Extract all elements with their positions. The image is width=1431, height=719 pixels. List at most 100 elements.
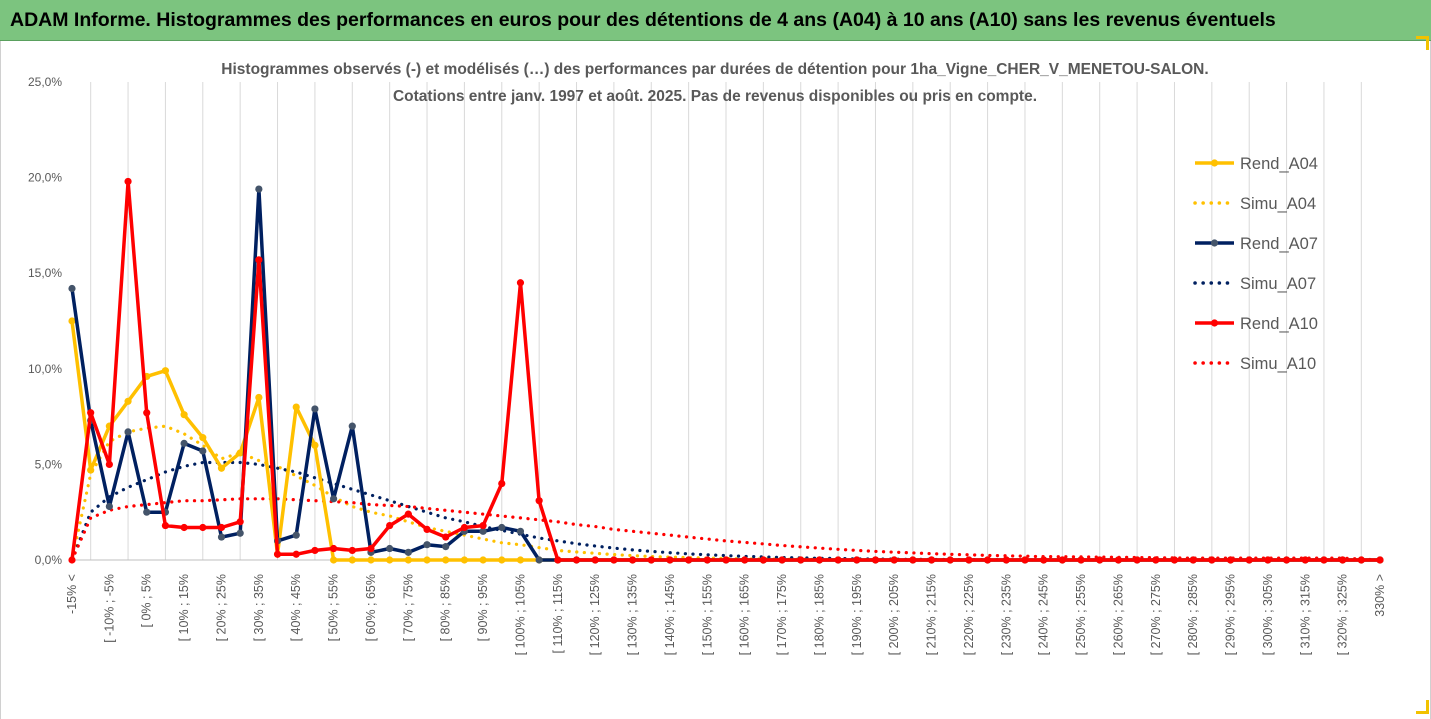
x-tick-label: [ -10% ; -5% <box>102 574 116 643</box>
data-point <box>330 495 338 503</box>
legend-item-Rend_A07: Rend_A07 <box>1195 235 1318 253</box>
corner-mark-top-right-h <box>1416 36 1429 39</box>
data-point <box>834 556 842 564</box>
chart-title-line-2: Cotations entre janv. 1997 et août. 2025… <box>393 88 1037 105</box>
data-point <box>367 556 375 564</box>
data-point <box>105 460 113 468</box>
legend-item-Rend_A04: Rend_A04 <box>1195 155 1318 173</box>
data-point <box>311 441 319 449</box>
data-point <box>124 177 132 186</box>
x-tick-label: [ 210% ; 215% <box>925 574 939 655</box>
x-tick-label: [ 110% ; 115% <box>551 574 565 653</box>
data-point <box>1320 556 1328 564</box>
data-point <box>1357 556 1365 564</box>
x-tick-label: [ 150% ; 155% <box>700 574 714 655</box>
data-point <box>311 405 319 413</box>
y-tick-label: 25,0% <box>28 75 62 89</box>
data-point <box>516 279 525 287</box>
data-point <box>591 556 599 564</box>
data-point <box>442 543 450 551</box>
data-point <box>330 556 338 564</box>
data-point <box>722 556 730 564</box>
y-axis-tick-labels: 0,0% 5,0% 10,0% 15,0% 20,0% 25,0% <box>28 75 62 567</box>
legend-label: Simu_A04 <box>1240 195 1316 213</box>
x-tick-label: [ 100% ; 105% <box>513 574 527 655</box>
data-point <box>217 523 226 532</box>
legend: Rend_A04 Simu_A04 Rend_A07 Simu_A07 Rend_A10… <box>1193 155 1318 373</box>
legend-label: Rend_A04 <box>1240 155 1318 173</box>
data-point <box>386 556 394 564</box>
data-point <box>498 556 506 564</box>
data-point <box>217 464 226 472</box>
data-point <box>1189 556 1197 564</box>
data-point <box>628 556 637 564</box>
data-point <box>180 439 188 447</box>
data-point <box>386 544 394 553</box>
x-tick-label: [ 30% ; 35% <box>252 574 266 641</box>
data-point <box>1226 556 1235 564</box>
data-point <box>386 521 394 530</box>
data-point <box>124 428 132 436</box>
data-point <box>853 556 861 564</box>
data-point <box>1376 556 1384 564</box>
data-point <box>87 466 95 474</box>
data-point <box>1021 556 1029 564</box>
x-tick-label: [ 290% ; 295% <box>1224 574 1238 655</box>
data-point <box>330 544 338 553</box>
x-tick-label: [ 140% ; 145% <box>663 574 677 655</box>
data-point <box>236 529 244 537</box>
data-point <box>199 523 207 532</box>
x-tick-label: [ 120% ; 125% <box>588 574 602 655</box>
data-point <box>68 284 76 293</box>
legend-marker <box>1210 319 1219 327</box>
corner-mark-bottom-right-h <box>1416 711 1429 714</box>
x-tick-label: [ 250% ; 255% <box>1074 574 1088 655</box>
chart-area <box>0 41 1431 719</box>
data-point <box>871 556 880 564</box>
x-tick-label: [ 300% ; 305% <box>1261 574 1275 655</box>
data-point <box>423 525 431 534</box>
data-point <box>68 317 76 325</box>
data-point <box>965 556 973 564</box>
data-point <box>572 556 581 564</box>
x-tick-label: [ 60% ; 65% <box>364 574 378 641</box>
data-point <box>311 546 319 555</box>
x-tick-label: [ 220% ; 225% <box>962 574 976 655</box>
data-point <box>180 523 188 532</box>
data-point <box>161 521 170 530</box>
data-point <box>1152 556 1160 564</box>
data-point <box>423 556 431 564</box>
data-point <box>423 541 431 549</box>
report-title: ADAM Informe. Histogrammes des performan… <box>10 9 1276 31</box>
data-point <box>292 403 300 411</box>
x-tick-label: [ 160% ; 165% <box>738 574 752 655</box>
data-point <box>143 508 151 516</box>
data-point <box>1301 556 1309 564</box>
x-tick-label: [ 80% ; 85% <box>439 574 453 641</box>
data-point <box>348 422 356 430</box>
data-point <box>255 256 263 264</box>
x-tick-label: [ 230% ; 235% <box>999 574 1013 655</box>
data-point <box>1040 556 1048 564</box>
y-tick-label: 20,0% <box>28 171 62 185</box>
legend-item-Simu_A10: Simu_A10 <box>1193 355 1316 373</box>
data-point <box>1245 556 1253 564</box>
data-point <box>890 556 898 564</box>
x-tick-label: [ 320% ; 325% <box>1336 574 1350 655</box>
y-tick-label: 10,0% <box>28 362 62 376</box>
data-point <box>442 556 450 564</box>
data-point <box>778 556 786 564</box>
data-series <box>68 177 1384 564</box>
legend-item-Rend_A10: Rend_A10 <box>1195 315 1318 333</box>
data-point <box>498 523 506 532</box>
data-point <box>1339 556 1347 564</box>
data-point <box>143 409 151 417</box>
data-point <box>404 548 412 556</box>
data-point <box>927 556 936 564</box>
data-point <box>273 550 282 558</box>
x-tick-label: [ 280% ; 285% <box>1186 574 1200 655</box>
data-point <box>1208 556 1216 564</box>
data-point <box>479 556 487 564</box>
data-point <box>292 550 300 558</box>
